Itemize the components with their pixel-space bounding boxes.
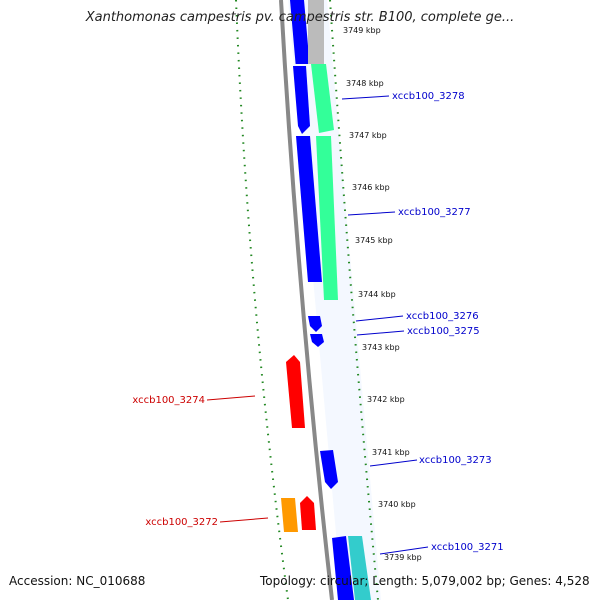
gene-label-xccb100-3273: xccb100_3273	[419, 455, 492, 466]
gene-leader-line	[347, 211, 396, 216]
kbp-tick-label: 3743 kbp	[362, 343, 400, 352]
kbp-tick-label: 3745 kbp	[355, 236, 393, 245]
feature-green-3278	[311, 64, 334, 133]
gene-label-xccb100-3277: xccb100_3277	[398, 207, 471, 218]
kbp-tick-label: 3744 kbp	[358, 290, 396, 299]
genome-backbone	[279, 0, 334, 600]
gene-leader-line	[219, 517, 269, 523]
kbp-tick-label: 3748 kbp	[346, 79, 384, 88]
feature-xccb100-3276	[308, 316, 322, 332]
feature-cyan-3271	[348, 536, 371, 600]
kbp-tick-label: 3740 kbp	[378, 500, 416, 509]
kbp-tick-label: 3747 kbp	[349, 131, 387, 140]
gene-leader-line	[355, 315, 404, 322]
feature-green-3277	[316, 136, 338, 300]
gc-track-inner	[235, 0, 289, 600]
gc-track-outer	[329, 0, 379, 600]
kbp-tick-label: 3741 kbp	[372, 448, 410, 457]
gene-label-xccb100-3275: xccb100_3275	[407, 326, 480, 337]
feature-blue-top	[290, 0, 310, 64]
gene-leader-line	[369, 459, 418, 467]
gene-label-xccb100-3272: xccb100_3272	[145, 517, 218, 528]
kbp-tick-label: 3749 kbp	[343, 26, 381, 35]
feature-xccb100-3278	[293, 66, 310, 134]
gene-leader-line	[341, 95, 390, 100]
accession-label: Accession: NC_010688	[9, 574, 146, 588]
kbp-tick-label: 3742 kbp	[367, 395, 405, 404]
feature-xccb100-3277	[296, 136, 322, 282]
gene-leader-line	[206, 395, 256, 401]
gene-label-xccb100-3278: xccb100_3278	[392, 91, 465, 102]
gene-label-xccb100-3271: xccb100_3271	[431, 542, 504, 553]
gene-leader-line	[379, 546, 429, 555]
feature-xccb100-3273	[320, 450, 338, 489]
gene-label-xccb100-3274: xccb100_3274	[132, 395, 205, 406]
feature-xccb100-3271	[332, 536, 354, 600]
feature-gray-top	[308, 0, 324, 64]
kbp-tick-label: 3746 kbp	[352, 183, 390, 192]
kbp-tick-label: 3739 kbp	[384, 553, 422, 562]
map-title: Xanthomonas campestris pv. campestris st…	[85, 10, 515, 25]
gene-label-xccb100-3276: xccb100_3276	[406, 311, 479, 322]
feature-xccb100-3272	[300, 496, 316, 530]
gene-leader-line	[356, 330, 405, 336]
feature-xccb100-3275	[310, 334, 324, 347]
feature-xccb100-3274	[286, 355, 305, 428]
genome-stats-label: Topology: circular; Length: 5,079,002 bp…	[260, 574, 590, 588]
feature-orange	[281, 498, 298, 532]
